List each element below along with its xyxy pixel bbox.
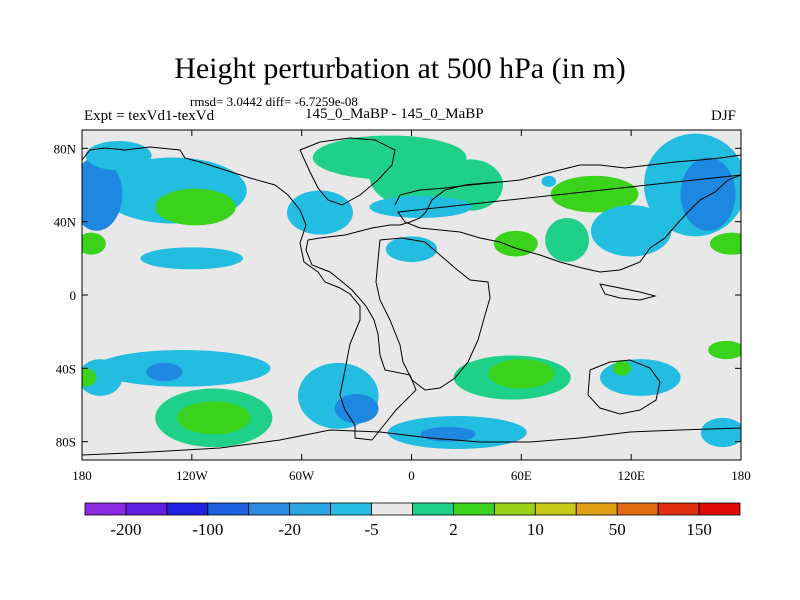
- region-light-blue-22: [82, 359, 123, 396]
- coastline-africa: [375, 237, 491, 391]
- colorbar-swatch-8: [412, 502, 454, 516]
- region-light-blue-32: [600, 359, 681, 396]
- colorbar-label: -200: [110, 520, 141, 539]
- region-green-1: [155, 188, 236, 226]
- colorbar-swatch-6: [330, 502, 372, 516]
- coastline-greenland: [299, 137, 396, 206]
- region-light-blue-17: [541, 175, 557, 187]
- colorbar-swatch-1: [125, 502, 168, 516]
- y-tick-label: 80S: [56, 435, 76, 450]
- colorbar-swatch-9: [453, 502, 495, 516]
- region-blue-16: [680, 157, 736, 231]
- coastline-antarctica: [82, 427, 741, 456]
- region-green-34: [708, 340, 741, 360]
- coastline-australia: [587, 359, 661, 415]
- coastline-maritime: [599, 283, 657, 301]
- colorbar-swatch-14: [657, 502, 700, 516]
- y-tick-label: 80N: [54, 141, 77, 156]
- region-green-18: [709, 232, 741, 255]
- region-blue-2: [82, 157, 123, 231]
- region-light-blue-9: [369, 196, 472, 218]
- x-tick-label: 0: [408, 468, 415, 483]
- colorbar-swatch-10: [493, 502, 536, 516]
- region-green-12: [545, 218, 590, 262]
- region-green-35: [612, 361, 632, 376]
- season-label: DJF: [711, 108, 737, 124]
- subtitle-label: 145_0_MaBP - 145_0_MaBP: [305, 106, 484, 122]
- colorbar-label: 150: [686, 520, 712, 539]
- region-green-23: [82, 368, 97, 387]
- colorbar-label: -20: [278, 520, 301, 539]
- colorbar-label: -100: [192, 520, 223, 539]
- region-green-19: [82, 232, 106, 255]
- region-green-25: [177, 401, 251, 435]
- region-green-13: [493, 230, 538, 257]
- x-tick-label: 60W: [289, 468, 315, 483]
- chart-title: Height perturbation at 500 hPa (in m): [174, 52, 626, 85]
- y-tick-label: 0: [70, 288, 77, 303]
- experiment-label: Expt = texVd1-texVd: [84, 108, 215, 124]
- region-light-blue-10: [385, 236, 438, 262]
- coastlines: [82, 137, 741, 456]
- colorbar-swatch-4: [248, 502, 291, 516]
- colorbar-label: 2: [449, 520, 458, 539]
- region-blue-27: [334, 394, 379, 424]
- region-green-11: [550, 175, 639, 213]
- colorbar-swatch-11: [534, 502, 577, 516]
- x-tick-label: 60E: [511, 468, 532, 483]
- region-light-blue-4: [140, 247, 244, 270]
- region-light-blue-5: [287, 190, 353, 235]
- colorbar-swatch-0: [84, 502, 127, 516]
- colorbar-swatch-12: [575, 502, 618, 516]
- x-tick-label: 120W: [176, 468, 209, 483]
- region-light-blue-33: [700, 417, 741, 448]
- colorbar-label: 50: [609, 520, 626, 539]
- y-tick-label: 40S: [56, 361, 76, 376]
- colorbar-swatch-2: [166, 502, 209, 516]
- colorbar-swatch-13: [616, 502, 659, 516]
- region-light-blue-14: [590, 205, 672, 257]
- region-blue-21: [146, 362, 183, 382]
- x-tick-label: 120E: [617, 468, 645, 483]
- y-axis: 80N 40N 0 40S 80S: [54, 141, 741, 450]
- region-light-blue-20: [94, 350, 271, 387]
- y-tick-label: 40N: [54, 215, 77, 230]
- region-light-blue-3: [85, 141, 152, 171]
- x-tick-label: 180: [72, 468, 92, 483]
- colorbar: -200 -100 -20 -5 2 10 50 150: [84, 502, 741, 539]
- colorbar-swatch-5: [289, 502, 332, 516]
- colorbar-label: -5: [364, 520, 378, 539]
- coastline-americas: [82, 146, 501, 441]
- colorbar-label: 10: [527, 520, 544, 539]
- stats-label: rmsd= 3.0442 diff= -6.7259e-08: [190, 94, 358, 109]
- coastline-eurasia: [394, 154, 741, 273]
- colorbar-swatch-15: [698, 502, 741, 516]
- region-green-31: [488, 359, 555, 389]
- x-axis: 180 120W 60W 0 60E 120E 180: [72, 130, 751, 483]
- x-tick-label: 180: [731, 468, 751, 483]
- anomaly-regions: [82, 133, 741, 449]
- colorbar-swatch-7: [371, 502, 413, 516]
- colorbar-swatch-3: [207, 502, 250, 516]
